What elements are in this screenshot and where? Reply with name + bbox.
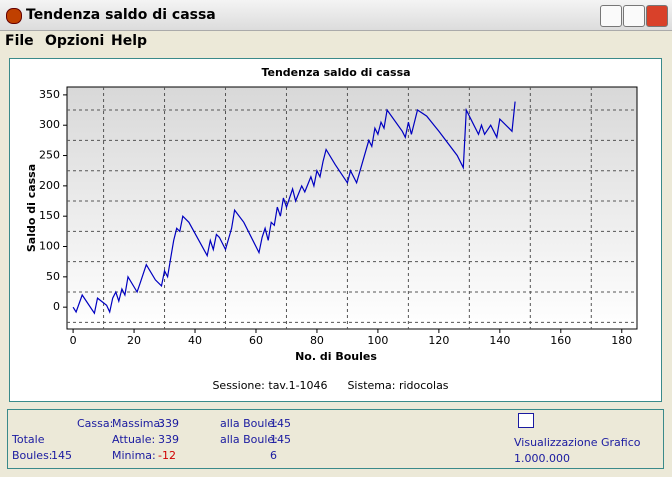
y-tick-label: 350 bbox=[39, 88, 60, 101]
value: 339 bbox=[158, 417, 179, 430]
view-button[interactable] bbox=[518, 413, 534, 428]
y-tick-label: 0 bbox=[53, 300, 60, 313]
y-tick-label: 300 bbox=[39, 118, 60, 131]
x-tick-label: 160 bbox=[550, 334, 571, 347]
annotation: Sistema: ridocolas bbox=[347, 379, 448, 392]
label: Totale bbox=[12, 433, 45, 446]
status-panel: Cassa: Massima: 339 alla Boule: 145 Tota… bbox=[7, 409, 664, 469]
title-bar: Tendenza saldo di cassa bbox=[0, 0, 672, 31]
label: Boules: bbox=[12, 449, 53, 462]
label: alla Boule: bbox=[220, 433, 278, 446]
menu-item[interactable]: File bbox=[5, 33, 34, 49]
label: Visualizzazione Grafico bbox=[514, 436, 641, 449]
close-button[interactable] bbox=[646, 5, 668, 27]
y-tick-label: 100 bbox=[39, 240, 60, 253]
maximize-button[interactable] bbox=[623, 5, 645, 27]
label: Attuale: bbox=[112, 433, 156, 446]
y-tick-label: 200 bbox=[39, 179, 60, 192]
x-tick-label: 120 bbox=[428, 334, 449, 347]
value: 1.000.000 bbox=[514, 452, 570, 465]
label: Cassa: bbox=[77, 417, 114, 430]
label: Minima: bbox=[112, 449, 156, 462]
menu-item[interactable]: Opzioni bbox=[45, 33, 105, 49]
x-tick-label: 100 bbox=[367, 334, 388, 347]
y-tick-label: 250 bbox=[39, 149, 60, 162]
x-tick-label: 60 bbox=[249, 334, 263, 347]
x-tick-label: 40 bbox=[188, 334, 202, 347]
chart-title: Tendenza saldo di cassa bbox=[261, 66, 410, 79]
y-tick-label: 150 bbox=[39, 209, 60, 222]
x-tick-label: 0 bbox=[70, 334, 77, 347]
value: 145 bbox=[51, 449, 72, 462]
x-tick-label: 180 bbox=[611, 334, 632, 347]
chart: Tendenza saldo di cassa No. di Boules Sa… bbox=[25, 66, 638, 392]
menu-item[interactable]: Help bbox=[111, 33, 148, 49]
value: 145 bbox=[270, 417, 291, 430]
annotation: Sessione: tav.1-1046 bbox=[212, 379, 327, 392]
chart-panel: Tendenza saldo di cassa No. di Boules Sa… bbox=[9, 58, 662, 402]
x-tick-label: 20 bbox=[127, 334, 141, 347]
plot-area bbox=[66, 86, 638, 330]
label: Massima: bbox=[112, 417, 164, 430]
x-axis-label: No. di Boules bbox=[295, 350, 377, 363]
label: alla Boule: bbox=[220, 417, 278, 430]
value: 6 bbox=[270, 449, 277, 462]
value: -12 bbox=[158, 449, 176, 462]
y-tick-label: 50 bbox=[46, 270, 60, 283]
menu-bar: File Opzioni Help bbox=[0, 31, 672, 53]
x-tick-label: 140 bbox=[489, 334, 510, 347]
data-line bbox=[72, 101, 516, 315]
window-title: Tendenza saldo di cassa bbox=[26, 7, 216, 23]
app-icon bbox=[6, 8, 22, 24]
y-axis-label: Saldo di cassa bbox=[25, 164, 38, 252]
value: 339 bbox=[158, 433, 179, 446]
value: 145 bbox=[270, 433, 291, 446]
minimize-button[interactable] bbox=[600, 5, 622, 27]
x-tick-label: 80 bbox=[310, 334, 324, 347]
